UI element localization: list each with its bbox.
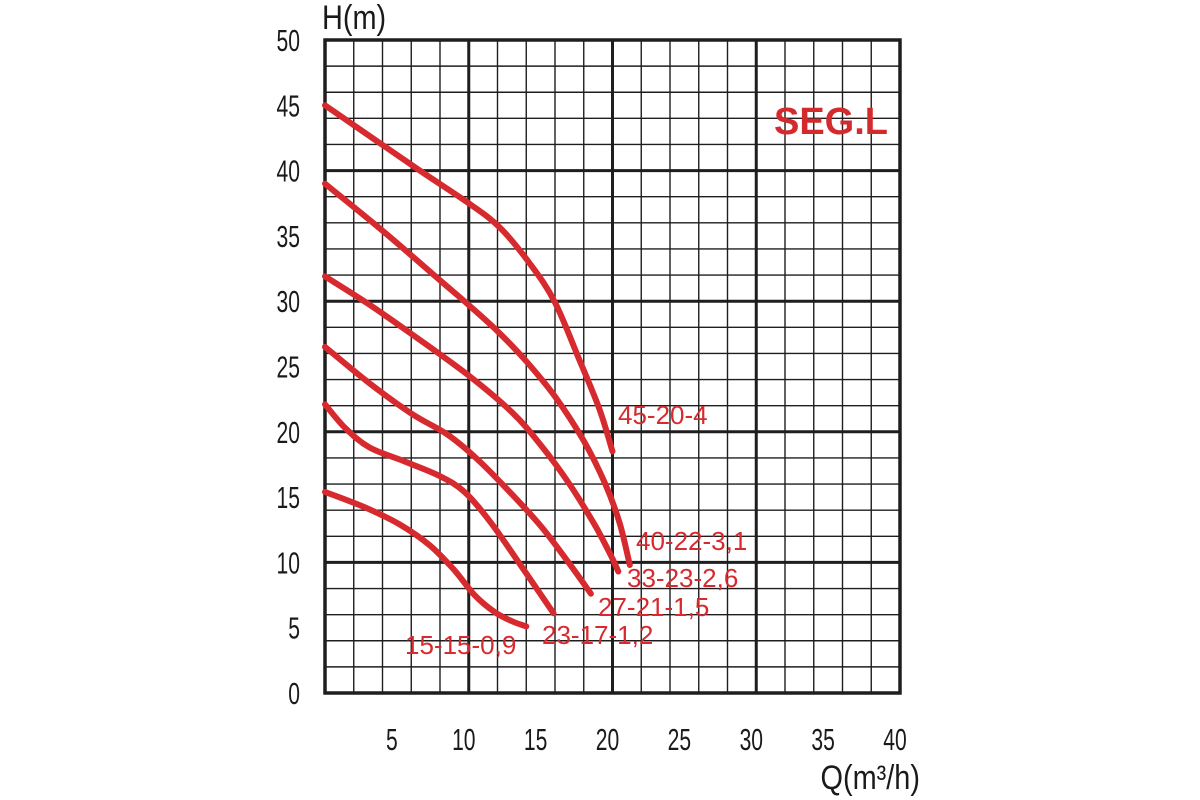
curve-labels: 45-20-4 40-22-3,1 33-23-2,627-21-1,523-17-… <box>405 400 747 660</box>
y-tick-label: 30 <box>277 284 300 319</box>
x-tick-label: 25 <box>668 722 691 757</box>
curve-40-22-3-1 <box>322 180 633 568</box>
x-tick-label: 40 <box>883 722 906 757</box>
y-axis-title: H(m) <box>322 0 386 37</box>
x-axis-title: Q(m³/h) <box>820 758 920 797</box>
curve-label-15-15-0-9: 15-15-0,9 <box>405 630 516 660</box>
curve-label-45-20-4: 45-20-4 <box>618 400 708 430</box>
chart-title: SEG.L <box>774 101 888 143</box>
curve-33-23-2-6 <box>322 273 622 575</box>
curve-label-40-22-3-1: 40-22-3,1 <box>636 526 747 556</box>
curve-label-23-17-1-2: 23-17-1,2 <box>542 620 653 650</box>
x-tick-label: 20 <box>596 722 619 757</box>
x-tick-label: 5 <box>386 722 398 757</box>
y-tick-label: 5 <box>288 611 300 646</box>
tick-labels: 0 5 10 15 20 25 30 35 40 45 50 5 10 15 20 25 30 35 40 <box>277 23 907 757</box>
curve-15-15-0-9 <box>322 488 530 630</box>
x-tick-label: 35 <box>811 722 834 757</box>
y-tick-label: 25 <box>277 349 300 384</box>
y-tick-label: 20 <box>277 415 300 450</box>
y-tick-label: 40 <box>277 154 300 189</box>
curve-45-20-4 <box>322 102 616 455</box>
y-tick-label: 10 <box>277 545 300 580</box>
curves <box>322 102 633 630</box>
x-tick-label: 30 <box>740 722 763 757</box>
curve-label-33-23-2-6: 33-23-2,6 <box>627 563 738 593</box>
y-tick-label: 50 <box>277 23 300 58</box>
y-tick-label: 35 <box>277 219 300 254</box>
x-tick-label: 15 <box>524 722 547 757</box>
y-tick-label: 45 <box>277 88 300 123</box>
curve-27-21-1-5 <box>322 343 594 597</box>
grid <box>323 38 902 695</box>
curve-23-17-1-2 <box>322 401 557 617</box>
x-tick-label: 10 <box>452 722 475 757</box>
curve-label-27-21-1-5: 27-21-1,5 <box>598 592 709 622</box>
y-tick-label: 0 <box>288 676 300 711</box>
plot-frame <box>323 38 902 695</box>
y-tick-label: 15 <box>277 480 300 515</box>
